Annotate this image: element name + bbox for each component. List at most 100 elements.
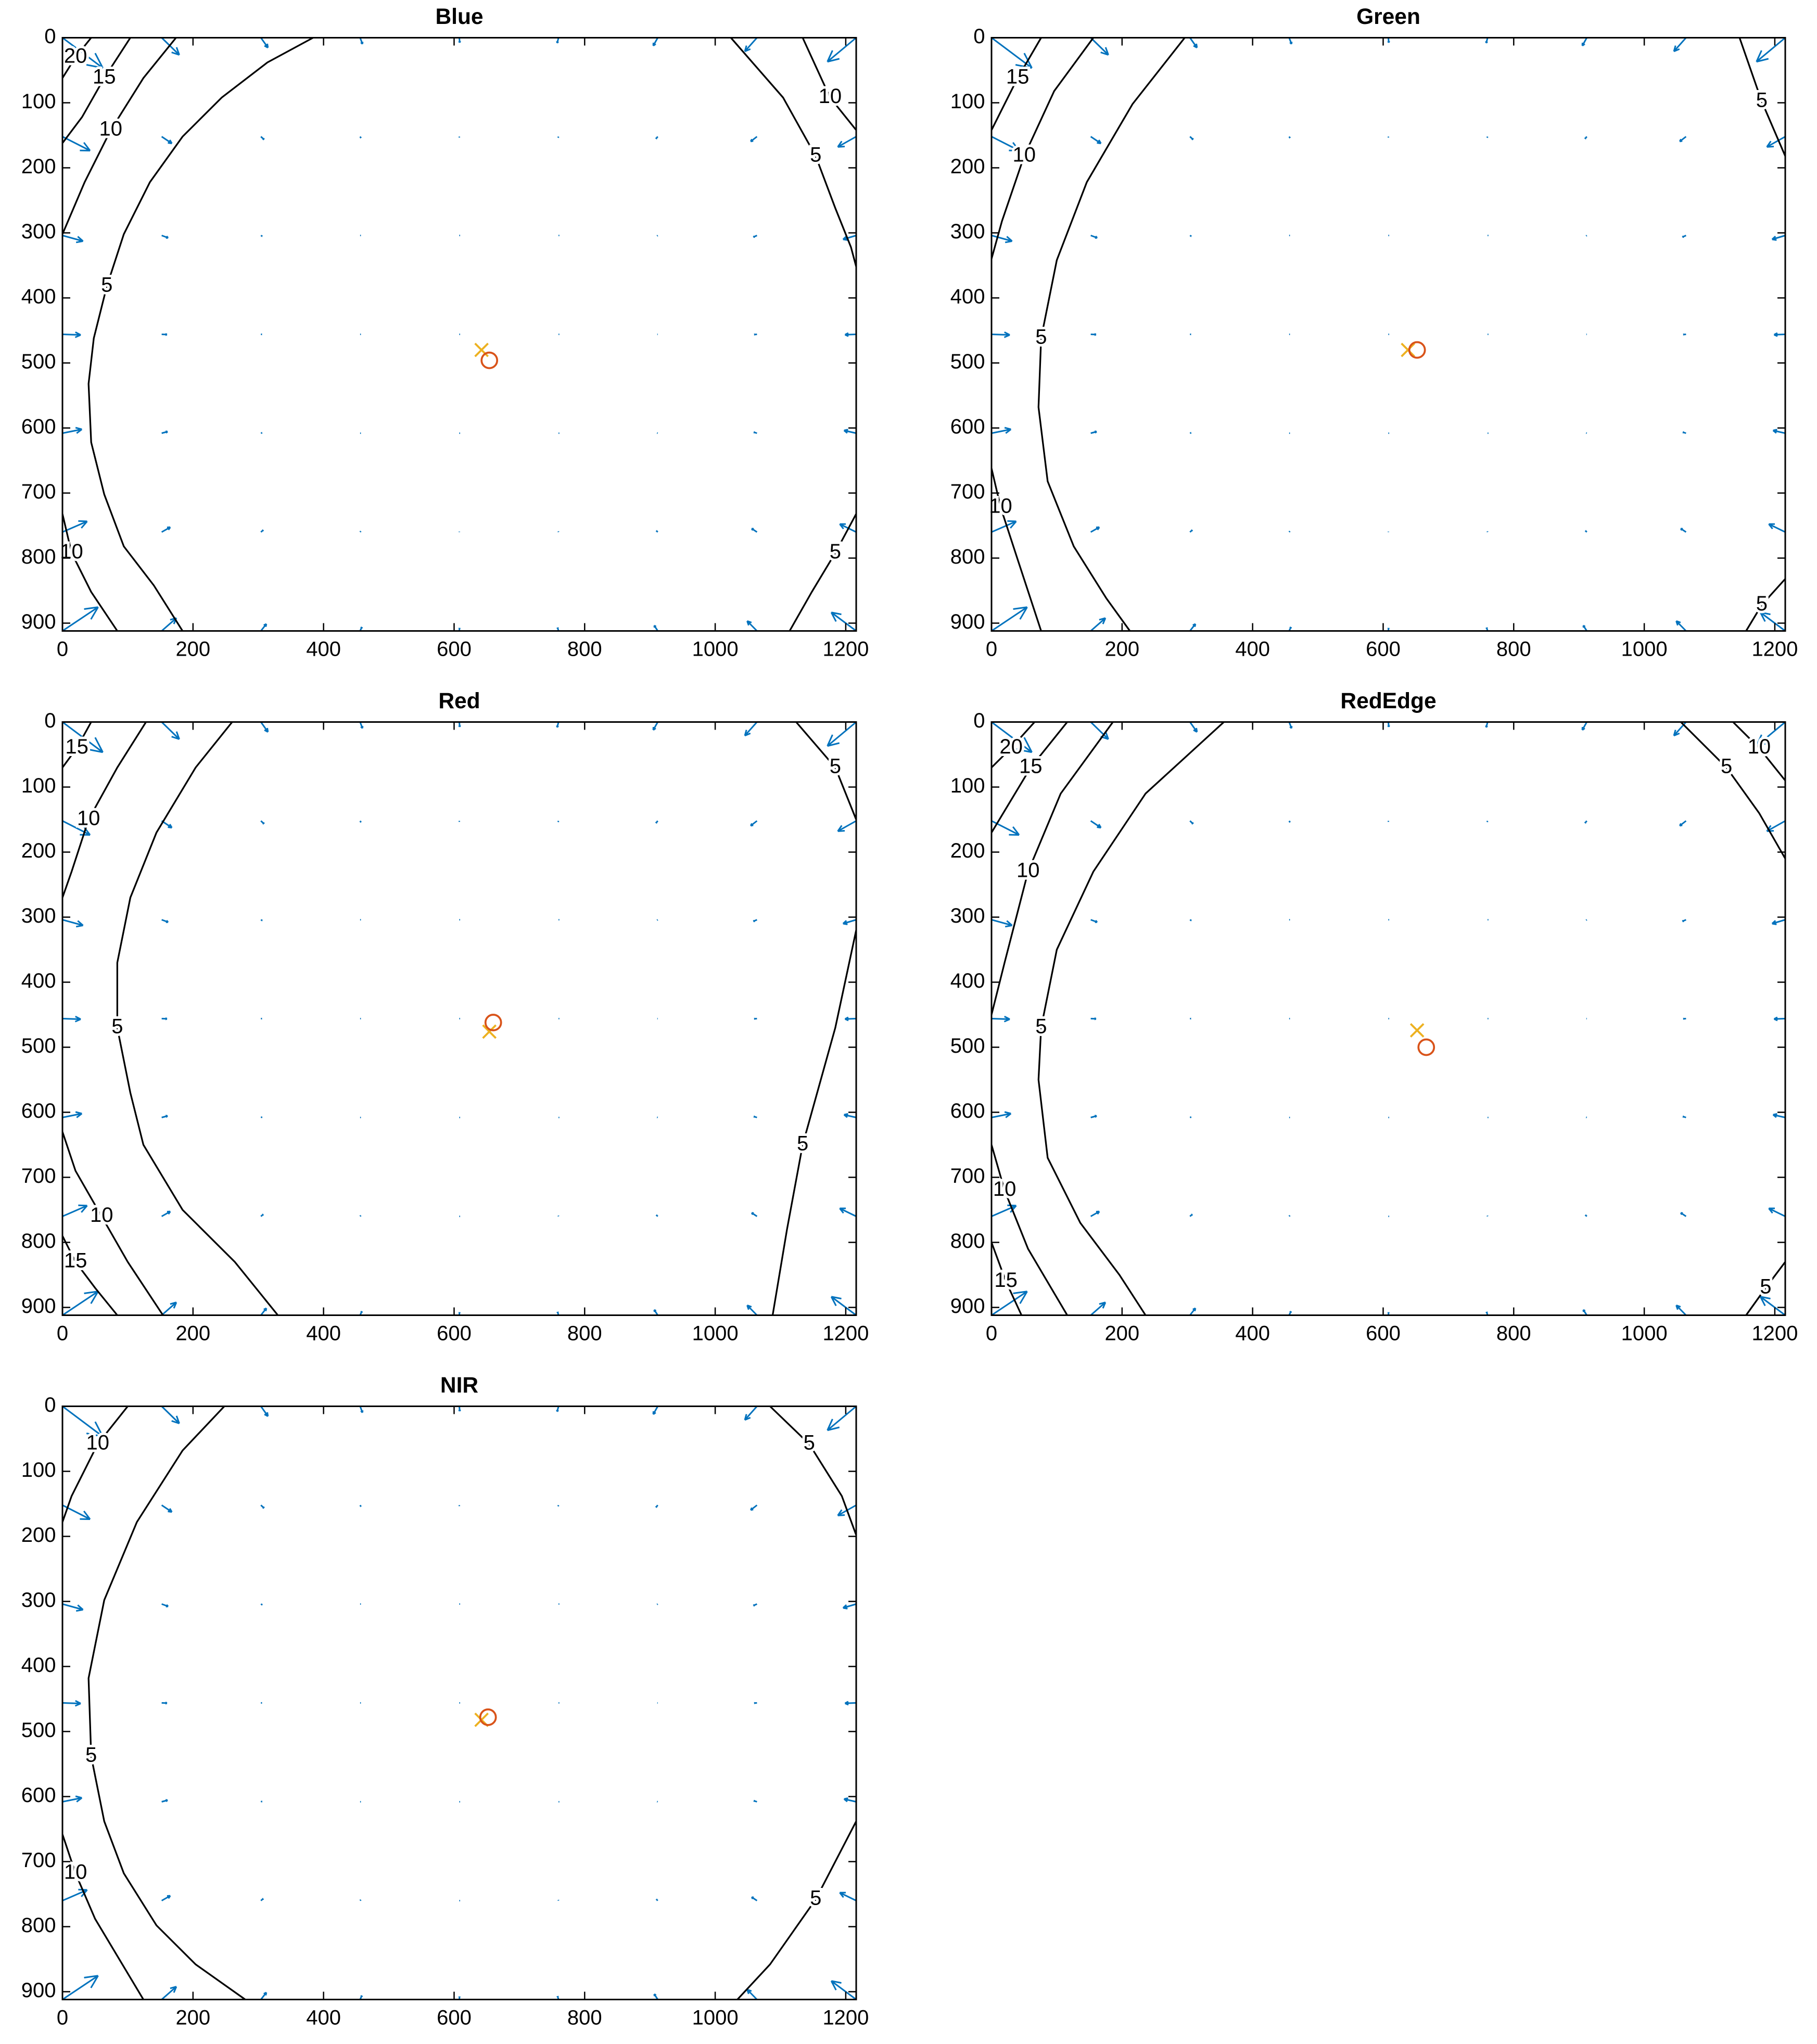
quiver-arrow — [843, 429, 857, 434]
contour-line — [61, 37, 177, 235]
contour-label: 10 — [86, 1432, 109, 1454]
y-tick-label: 100 — [21, 774, 56, 797]
contour-label: 10 — [60, 540, 83, 563]
quiver-arrow — [1759, 1296, 1786, 1316]
quiver-arrow — [1189, 1213, 1193, 1217]
quiver-arrow — [753, 1115, 757, 1118]
quiver-arrow — [556, 37, 560, 44]
quiver-arrow — [62, 235, 84, 244]
x-tick-label: 0 — [986, 638, 997, 661]
x-tick-label: 600 — [1366, 638, 1401, 661]
quiver-arrow — [260, 529, 264, 533]
contour-label: 10 — [993, 1178, 1016, 1200]
quiver-arrow — [62, 1291, 99, 1316]
quiver-arrow — [751, 1212, 758, 1217]
quiver-arrow — [1090, 37, 1109, 56]
y-tick-label: 900 — [950, 610, 985, 633]
marker-circle — [480, 351, 499, 369]
y-tick-label: 0 — [44, 709, 56, 732]
quiver-arrow — [1680, 528, 1687, 533]
axes-box — [61, 721, 857, 1317]
contour-line — [990, 468, 1042, 632]
subplot-title: Red — [438, 689, 480, 713]
contour-label: 5 — [830, 540, 841, 563]
marker-circle — [1408, 341, 1426, 359]
quiver-arrow — [556, 722, 560, 728]
quiver-arrow — [753, 431, 757, 434]
contour-line — [61, 721, 92, 768]
quiver-arrow — [1581, 721, 1588, 731]
quiver-arrow — [161, 1504, 173, 1513]
quiver-arrow — [161, 1406, 180, 1424]
quiver-arrow — [1682, 1115, 1686, 1118]
axes-box — [61, 1406, 857, 2001]
contour-line — [87, 1406, 246, 2000]
quiver-arrow — [1189, 136, 1194, 140]
quiver-arrow — [1090, 235, 1098, 239]
quiver-arrow — [161, 617, 177, 632]
quiver-arrow — [655, 1898, 658, 1901]
quiver-arrow — [830, 1296, 857, 1316]
contour-line — [990, 1144, 1068, 1316]
marker-circle — [479, 1708, 497, 1726]
quiver-arrow — [837, 136, 857, 148]
quiver-arrow — [1189, 235, 1192, 237]
y-tick-label: 800 — [21, 1914, 56, 1937]
quiver-arrow — [1189, 37, 1198, 48]
y-tick-label: 500 — [21, 350, 56, 373]
quiver-arrow — [827, 1406, 857, 1432]
contour-label: 5 — [85, 1744, 97, 1767]
subplot-title: NIR — [440, 1373, 478, 1398]
x-tick-label: 1000 — [692, 638, 739, 661]
quiver-arrow — [1673, 721, 1687, 737]
quiver-arrow — [260, 1898, 264, 1901]
marker-circle — [1417, 1038, 1435, 1056]
x-tick-label: 800 — [567, 2007, 602, 2029]
x-tick-label: 1000 — [1621, 1322, 1668, 1345]
contour-line — [61, 1834, 144, 2000]
quiver-arrow — [754, 1017, 757, 1020]
subplot-title: Blue — [435, 5, 483, 29]
quiver-arrow — [260, 721, 269, 733]
quiver-arrow — [260, 1213, 264, 1217]
quiver-arrow — [359, 530, 362, 533]
quiver-arrow — [1090, 136, 1102, 145]
y-tick-label: 300 — [21, 1589, 56, 1612]
quiver-arrow — [655, 530, 658, 533]
quiver-arrow — [458, 1406, 461, 1412]
quiver-arrow — [753, 235, 757, 238]
quiver-arrow — [1288, 37, 1293, 45]
quiver-arrow — [161, 919, 169, 923]
quiver-arrow — [991, 520, 1017, 533]
quiver-arrow — [161, 1986, 177, 2000]
x-tick-label: 400 — [306, 1322, 341, 1345]
contour-label: 15 — [1019, 755, 1043, 778]
quiver-arrow — [1190, 333, 1191, 336]
marker-cross — [1401, 342, 1415, 357]
quiver-arrow — [844, 1701, 857, 1706]
quiver-arrow — [753, 919, 757, 923]
contour-line — [61, 37, 131, 144]
contour-line — [795, 721, 857, 820]
contour-label: 5 — [797, 1132, 808, 1155]
y-tick-label: 900 — [950, 1295, 985, 1318]
y-tick-label: 600 — [950, 415, 985, 438]
quiver-arrow — [653, 1309, 659, 1316]
quiver-arrow — [161, 1799, 168, 1803]
quiver-arrow — [359, 136, 362, 139]
y-tick-label: 200 — [21, 1524, 56, 1547]
y-tick-label: 500 — [21, 1719, 56, 1742]
x-tick-label: 200 — [175, 1322, 210, 1345]
quiver-arrow — [843, 1113, 857, 1118]
quiver-arrow — [652, 1406, 659, 1415]
contour-line — [61, 1235, 118, 1316]
quiver-arrow — [1189, 919, 1192, 922]
quiver-arrow — [1090, 617, 1107, 632]
contour-line — [1745, 578, 1786, 632]
quiver-arrow — [1679, 820, 1687, 827]
x-tick-label: 200 — [1104, 638, 1139, 661]
quiver-arrow — [161, 235, 169, 239]
y-tick-label: 200 — [21, 839, 56, 862]
quiver-arrow — [1675, 620, 1687, 632]
x-tick-label: 1000 — [692, 1322, 739, 1345]
